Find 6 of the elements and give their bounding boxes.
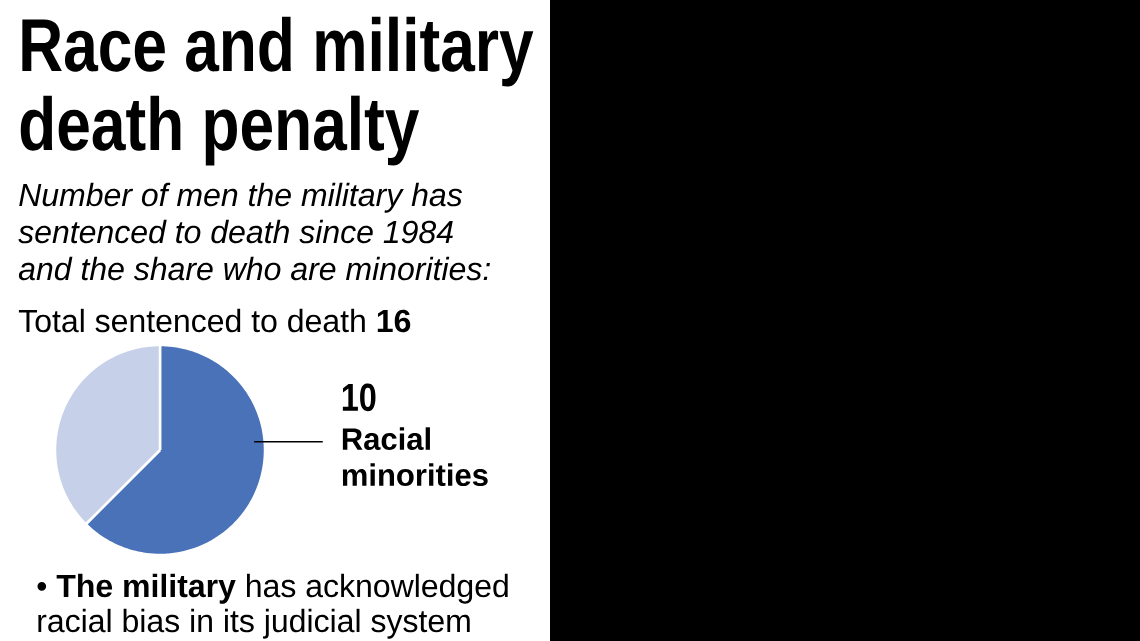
text: Total sentenced to death 16 (18, 308, 411, 333)
chart-subtitle: Number of men the military has sentenced to death since 1984 and the share who are minorities: (18, 182, 490, 281)
text: • The military has acknowledged racial bias in its judicial system (37, 573, 508, 639)
data-label: 10 (342, 383, 376, 412)
chart-title: Race and military death penalty (20, 16, 534, 166)
slice-label: Racial minorities (342, 427, 488, 487)
